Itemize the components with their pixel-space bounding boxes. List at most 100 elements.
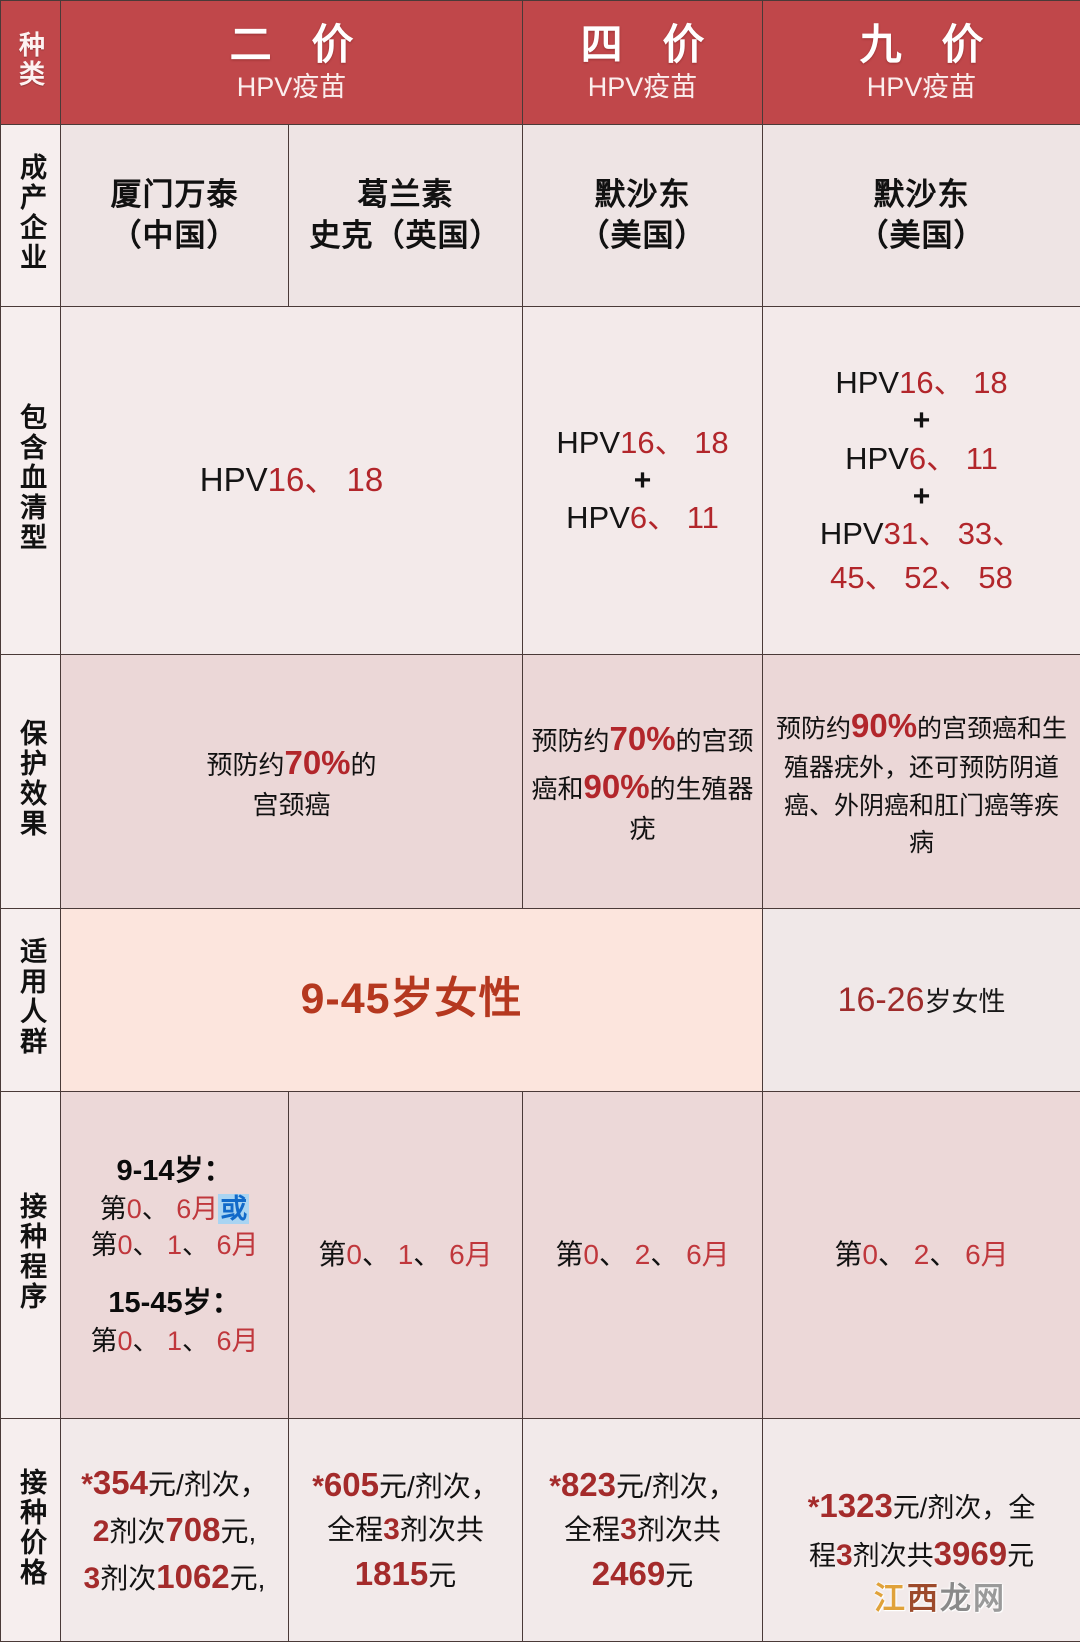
price-quad-l2-mid: 剂次共 (636, 1513, 721, 1545)
serotypes-bivalent: HPV16、 18 (59, 306, 524, 656)
schedule-wantai-or-highlight: 或 (218, 1194, 250, 1225)
schedule-quad-n0: 0 (583, 1238, 599, 1270)
price-gsk-unit-tail: 元/剂次， (378, 1471, 499, 1502)
table-row-manufacturer: 成产企业 厦门万泰 （中国） 葛兰素 史克（英国） 默沙东 (0, 123, 1080, 308)
row-label-price: 接种价格 (0, 1418, 61, 1642)
price-quad-star: * (549, 1470, 561, 1503)
price-gsk-star: * (312, 1470, 324, 1503)
price-wantai-l2-tail: 元, (220, 1515, 257, 1547)
price-nona-l2-pre: 程 (808, 1541, 836, 1572)
serotypes-nona-l2-prefix: HPV (845, 440, 909, 476)
schedule-wantai-l3-b: 、 (132, 1325, 167, 1356)
protection-nona-post: 的宫颈癌和生殖器疣外，还可预防阴道癌、外阴癌和肛门癌等疾病 (784, 714, 1068, 858)
schedule-gsk-n0: 0 (346, 1238, 362, 1270)
manufacturer-gsk-line2: 史克（英国） (309, 218, 502, 254)
schedule-quad-n1: 2 (634, 1238, 651, 1270)
manufacturer-nonavalent-msd: 默沙东 （美国） (762, 123, 1080, 308)
schedule-wantai-age2: 15-45岁： (108, 1286, 241, 1319)
row-label-protection-text: 保护效果 (16, 719, 47, 840)
schedule-gsk-c: 、 (413, 1238, 450, 1270)
schedule-nona-n0: 0 (862, 1238, 878, 1270)
price-gsk-l2-mid: 剂次共 (399, 1513, 484, 1545)
protection-biv-post: 的 (350, 749, 377, 780)
schedule-nona-a: 第 (834, 1238, 863, 1270)
manufacturer-bivalent-wantai: 厦门万泰 （中国） (60, 123, 289, 308)
protection-nonavalent: 预防约90%的宫颈癌和生殖器疣外，还可预防阴道癌、外阴癌和肛门癌等疾病 (762, 654, 1080, 909)
schedule-gsk-n6: 6月 (449, 1238, 493, 1270)
manufacturer-msd4-line1: 默沙东 (594, 176, 691, 212)
price-wantai-l3-doses: 3 (83, 1561, 101, 1595)
row-label-price-text: 接种价格 (16, 1467, 47, 1588)
price-quad-unit-tail: 元/剂次， (616, 1471, 736, 1502)
serotypes-nona-l3-types: 31、 33、 (883, 516, 1024, 552)
manufacturer-wantai-line1: 厦门万泰 (110, 176, 239, 212)
manufacturer-wantai-line2: （中国） (110, 218, 239, 254)
protection-quad-post: 的生殖器疣 (629, 773, 754, 844)
price-wantai-l3-mid: 剂次 (100, 1562, 157, 1594)
table-row-serotypes: 包含血清型 HPV16、 18 HPV16、 18 + HPV6、 11 (0, 306, 1080, 656)
price-nona-star: * (807, 1490, 820, 1524)
header-quadrivalent-sub: HPV疫苗 (587, 71, 698, 102)
serotypes-nona-l2-types: 6、 11 (908, 440, 998, 476)
schedule-nona-c: 、 (929, 1238, 966, 1270)
serotypes-quad-l2-types: 6、 11 (629, 500, 719, 536)
schedule-wantai-l2-n1: 1 (166, 1230, 183, 1261)
row-label-population: 适用人群 (0, 907, 61, 1092)
schedule-wantai-l2-b: 、 (132, 1230, 167, 1261)
price-gsk-total-tail: 元 (428, 1560, 457, 1592)
schedule-wantai-l1-a: 第 (99, 1194, 127, 1225)
schedule-gsk-n1: 1 (397, 1238, 414, 1270)
protection-quad-pre: 预防约 (531, 725, 610, 756)
row-label-manufacturer: 成产企业 (0, 123, 61, 308)
price-wantai-l2-mid: 剂次 (109, 1515, 166, 1547)
schedule-nona-n6: 6月 (965, 1238, 1009, 1270)
header-nonavalent: 九 价 HPV疫苗 (762, 0, 1080, 125)
population-16-26-suffix: 岁女性 (924, 986, 1006, 1017)
price-wantai-unit: 354 (92, 1463, 148, 1501)
protection-quad-mid: 的宫颈癌和 (531, 725, 754, 804)
header-nonavalent-name: 九 价 (859, 21, 998, 69)
header-bivalent-sub: HPV疫苗 (236, 71, 347, 102)
price-wantai-l3-tail: 元, (229, 1562, 266, 1594)
schedule-quadrivalent: 第0、 2、 6月 (522, 1090, 764, 1420)
manufacturer-quadrivalent-msd: 默沙东 （美国） (522, 123, 764, 308)
protection-biv-line2: 宫颈癌 (252, 789, 331, 820)
schedule-wantai-l2-a: 第 (90, 1230, 118, 1261)
serotypes-quad-l1-prefix: HPV (556, 424, 621, 460)
population-bivalent-quadrivalent: 9-45岁女性 (59, 907, 764, 1092)
table-row-category: 种类 二 价 HPV疫苗 四 价 HPV疫苗 九 价 HPV疫苗 (0, 0, 1080, 125)
table-row-population: 适用人群 9-45岁女性 16-26岁女性 (0, 907, 1080, 1092)
schedule-gsk-a: 第 (318, 1238, 347, 1270)
price-wantai-l2-doses: 2 (92, 1514, 110, 1548)
price-gsk-unit: 605 (323, 1466, 379, 1503)
serotypes-quad-l2-prefix: HPV (566, 500, 630, 536)
manufacturer-msd4-line2: （美国） (578, 218, 707, 254)
serotypes-quadrivalent: HPV16、 18 + HPV6、 11 (522, 306, 764, 656)
schedule-wantai-l3-n1: 1 (166, 1325, 183, 1356)
header-bivalent: 二 价 HPV疫苗 (59, 0, 524, 125)
price-quad-l2-pre: 全程 (564, 1513, 621, 1545)
row-label-population-text: 适用人群 (16, 937, 47, 1058)
row-label-protection: 保护效果 (0, 654, 61, 909)
price-gsk-l2-doses: 3 (383, 1512, 400, 1546)
price-wantai-star: * (81, 1467, 93, 1501)
price-wantai-l2-total: 708 (165, 1510, 221, 1548)
schedule-wantai-l1-n0: 0 (126, 1194, 142, 1225)
row-label-schedule-text: 接种程序 (16, 1192, 47, 1313)
row-label-serotypes: 包含血清型 (0, 306, 61, 656)
schedule-bivalent-wantai: 9-14岁： 第0、 6月或 第0、 1、 6月 15-45岁： 第0、 1、 … (60, 1090, 289, 1420)
price-nona-unit-tail: 元/剂次，全 (892, 1492, 1036, 1523)
header-quadrivalent: 四 价 HPV疫苗 (522, 0, 764, 125)
price-bivalent-gsk: *605元/剂次， 全程3剂次共 1815元 (287, 1418, 524, 1642)
serotypes-bivalent-prefix: HPV (199, 461, 268, 499)
price-quadrivalent: *823元/剂次， 全程3剂次共 2469元 (522, 1418, 764, 1642)
schedule-wantai-l2-n0: 0 (117, 1230, 133, 1261)
table-row-price: 接种价格 *354元/剂次， 2剂次708元, 3剂次1062元, (0, 1418, 1080, 1642)
protection-biv-pre: 预防约 (206, 749, 285, 780)
protection-quad-pct1: 70% (609, 719, 676, 757)
manufacturer-bivalent-gsk: 葛兰素 史克（英国） (287, 123, 524, 308)
protection-quad-pct2: 90% (583, 767, 650, 805)
population-9-45-text: 9-45岁女性 (300, 974, 523, 1023)
manufacturer-msd9-line1: 默沙东 (873, 176, 970, 212)
